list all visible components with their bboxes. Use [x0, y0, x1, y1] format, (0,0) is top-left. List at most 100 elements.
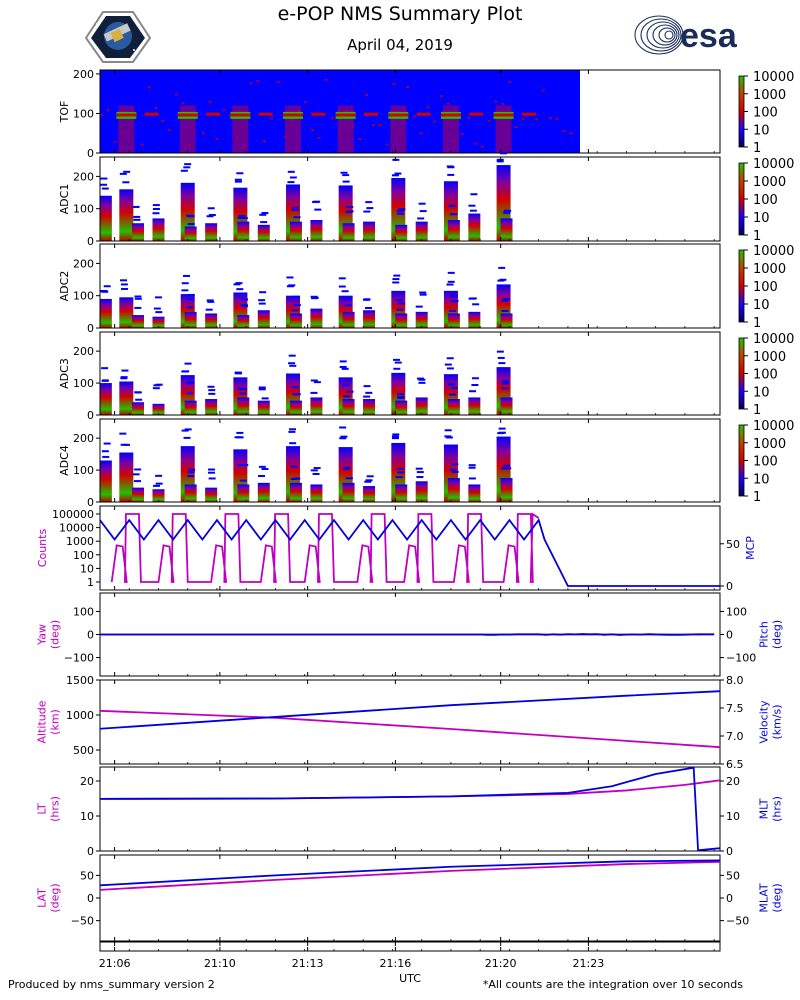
tof-colorbar — [739, 76, 744, 147]
adc2-outlier-dash — [121, 288, 128, 290]
tof-noise-pixel — [433, 120, 436, 122]
colorbar-tick-label: 1 — [753, 141, 761, 156]
counts-series-line — [112, 514, 539, 582]
tof-short-peak — [311, 113, 325, 116]
adc2-outlier-dash — [241, 304, 248, 306]
adc3-outlier-dash — [397, 393, 404, 395]
y-right-tick-label: 0 — [726, 845, 733, 858]
adc1-outlier-dash — [133, 219, 140, 221]
adc2-outlier-dash — [501, 310, 508, 312]
colorbar-tick-label: 100 — [753, 106, 778, 121]
adc3-burst-column — [416, 397, 428, 415]
adc1-outlier-dash — [420, 210, 427, 212]
adc1-outlier-dash — [133, 216, 140, 218]
tof-peak-core — [283, 113, 303, 116]
adc4-outlier-dash — [311, 469, 318, 471]
adc2-outlier-dash — [187, 299, 194, 301]
adc3-outlier-dash — [364, 385, 371, 387]
adc2-burst-column — [395, 313, 407, 328]
tof-noise-pixel — [256, 80, 259, 82]
adc3-outlier-dash — [448, 383, 455, 385]
adc4-outlier-dash — [241, 464, 248, 466]
adc4-outlier-dash — [258, 475, 265, 477]
adc1-outlier-dash — [468, 205, 475, 207]
adc4-outlier-dash — [289, 428, 296, 430]
adc2-outlier-dash — [182, 282, 189, 284]
adc2-outlier-dash — [449, 310, 456, 312]
adc1-outlier-dash — [123, 171, 130, 173]
adc3-outlier-dash — [101, 367, 108, 369]
adc3-ylabel-line: ADC3 — [58, 358, 71, 389]
adc2-outlier-dash — [451, 295, 458, 297]
adc1-outlier-dash — [419, 203, 426, 205]
tof-noise-pixel — [216, 138, 219, 140]
tof-noise-pixel — [161, 120, 164, 122]
adc4-outlier-dash — [209, 477, 216, 479]
adc1-burst-column — [395, 225, 407, 241]
integration-note: *All counts are the integration over 10 … — [483, 978, 743, 991]
adc2-outlier-dash — [448, 281, 455, 283]
alt_vel-right-ylabel-line: (km/s) — [771, 704, 784, 739]
adc1-outlier-dash — [259, 214, 266, 216]
tof-noise-pixel — [569, 132, 572, 134]
tof-noise-pixel — [379, 124, 382, 126]
adc4-outlier-dash — [134, 480, 141, 482]
adc4-outlier-dash — [469, 464, 476, 466]
adc2-burst-column — [501, 313, 513, 328]
tof-noise-pixel — [263, 140, 266, 142]
colorbar-tick-label: 1 — [753, 229, 761, 244]
y-tick-label: 20 — [80, 775, 94, 788]
adc4-outlier-dash — [397, 472, 404, 474]
adc1-outlier-dash — [314, 209, 321, 211]
adc2-outlier-dash — [392, 281, 399, 283]
colorbar-tick-label: 10 — [753, 211, 770, 226]
adc3-outlier-dash — [340, 366, 347, 368]
tof-noise-pixel — [522, 118, 525, 120]
adc2-outlier-dash — [292, 296, 299, 298]
adc4-outlier-dash — [503, 465, 510, 467]
tof-noise-pixel — [474, 143, 477, 145]
mcp-series-line — [100, 520, 720, 586]
tof-noise-pixel — [277, 81, 280, 83]
adc2-outlier-dash — [241, 298, 248, 300]
adc4-outlier-dash — [416, 468, 423, 470]
tof-peak-core — [494, 113, 514, 116]
tof-noise-pixel — [481, 146, 484, 148]
adc1-burst-column — [448, 220, 460, 241]
adc2-outlier-dash — [206, 309, 213, 311]
colorbar-tick-label: 1000 — [753, 262, 786, 277]
tof-noise-pixel — [562, 130, 565, 132]
adc3-burst-column — [100, 383, 112, 415]
adc2-outlier-dash — [259, 303, 266, 305]
adc3-outlier-dash — [469, 390, 476, 392]
y-tick-label: 100 — [73, 549, 94, 562]
y-tick-label: 100000 — [52, 508, 94, 521]
adc2-outlier-dash — [135, 298, 142, 300]
adc2-outlier-dash — [312, 297, 319, 299]
tof-noise-pixel — [494, 101, 497, 103]
adc1-outlier-dash — [100, 184, 107, 186]
adc2-outlier-dash — [416, 306, 423, 308]
tof-peak-core — [230, 113, 250, 116]
adc1-outlier-dash — [346, 206, 353, 208]
tof-noise-pixel — [154, 107, 157, 109]
adc1-burst-column — [152, 218, 164, 241]
adc3-burst-column — [448, 399, 460, 415]
adc3-outlier-dash — [395, 362, 402, 364]
adc2-outlier-dash — [345, 298, 352, 300]
tof-spectrogram — [100, 70, 580, 153]
tof-noise-pixel — [270, 117, 273, 119]
x-tick-label: 21:20 — [485, 957, 517, 970]
adc3-outlier-dash — [365, 392, 372, 394]
adc4-ylabel-line: ADC4 — [58, 445, 71, 476]
tof-noise-pixel — [202, 132, 205, 134]
velocity-series-line — [100, 691, 720, 729]
y-tick-label: 0 — [87, 629, 94, 642]
tof-noise-pixel — [114, 141, 117, 143]
y-tick-label: 1000 — [66, 709, 94, 722]
adc4-outlier-dash — [236, 432, 243, 434]
tof-noise-pixel — [311, 129, 314, 131]
adc1-ylabel-line: ADC1 — [58, 184, 71, 215]
adc1-outlier-dash — [398, 208, 405, 210]
adc4-outlier-dash — [208, 469, 215, 471]
